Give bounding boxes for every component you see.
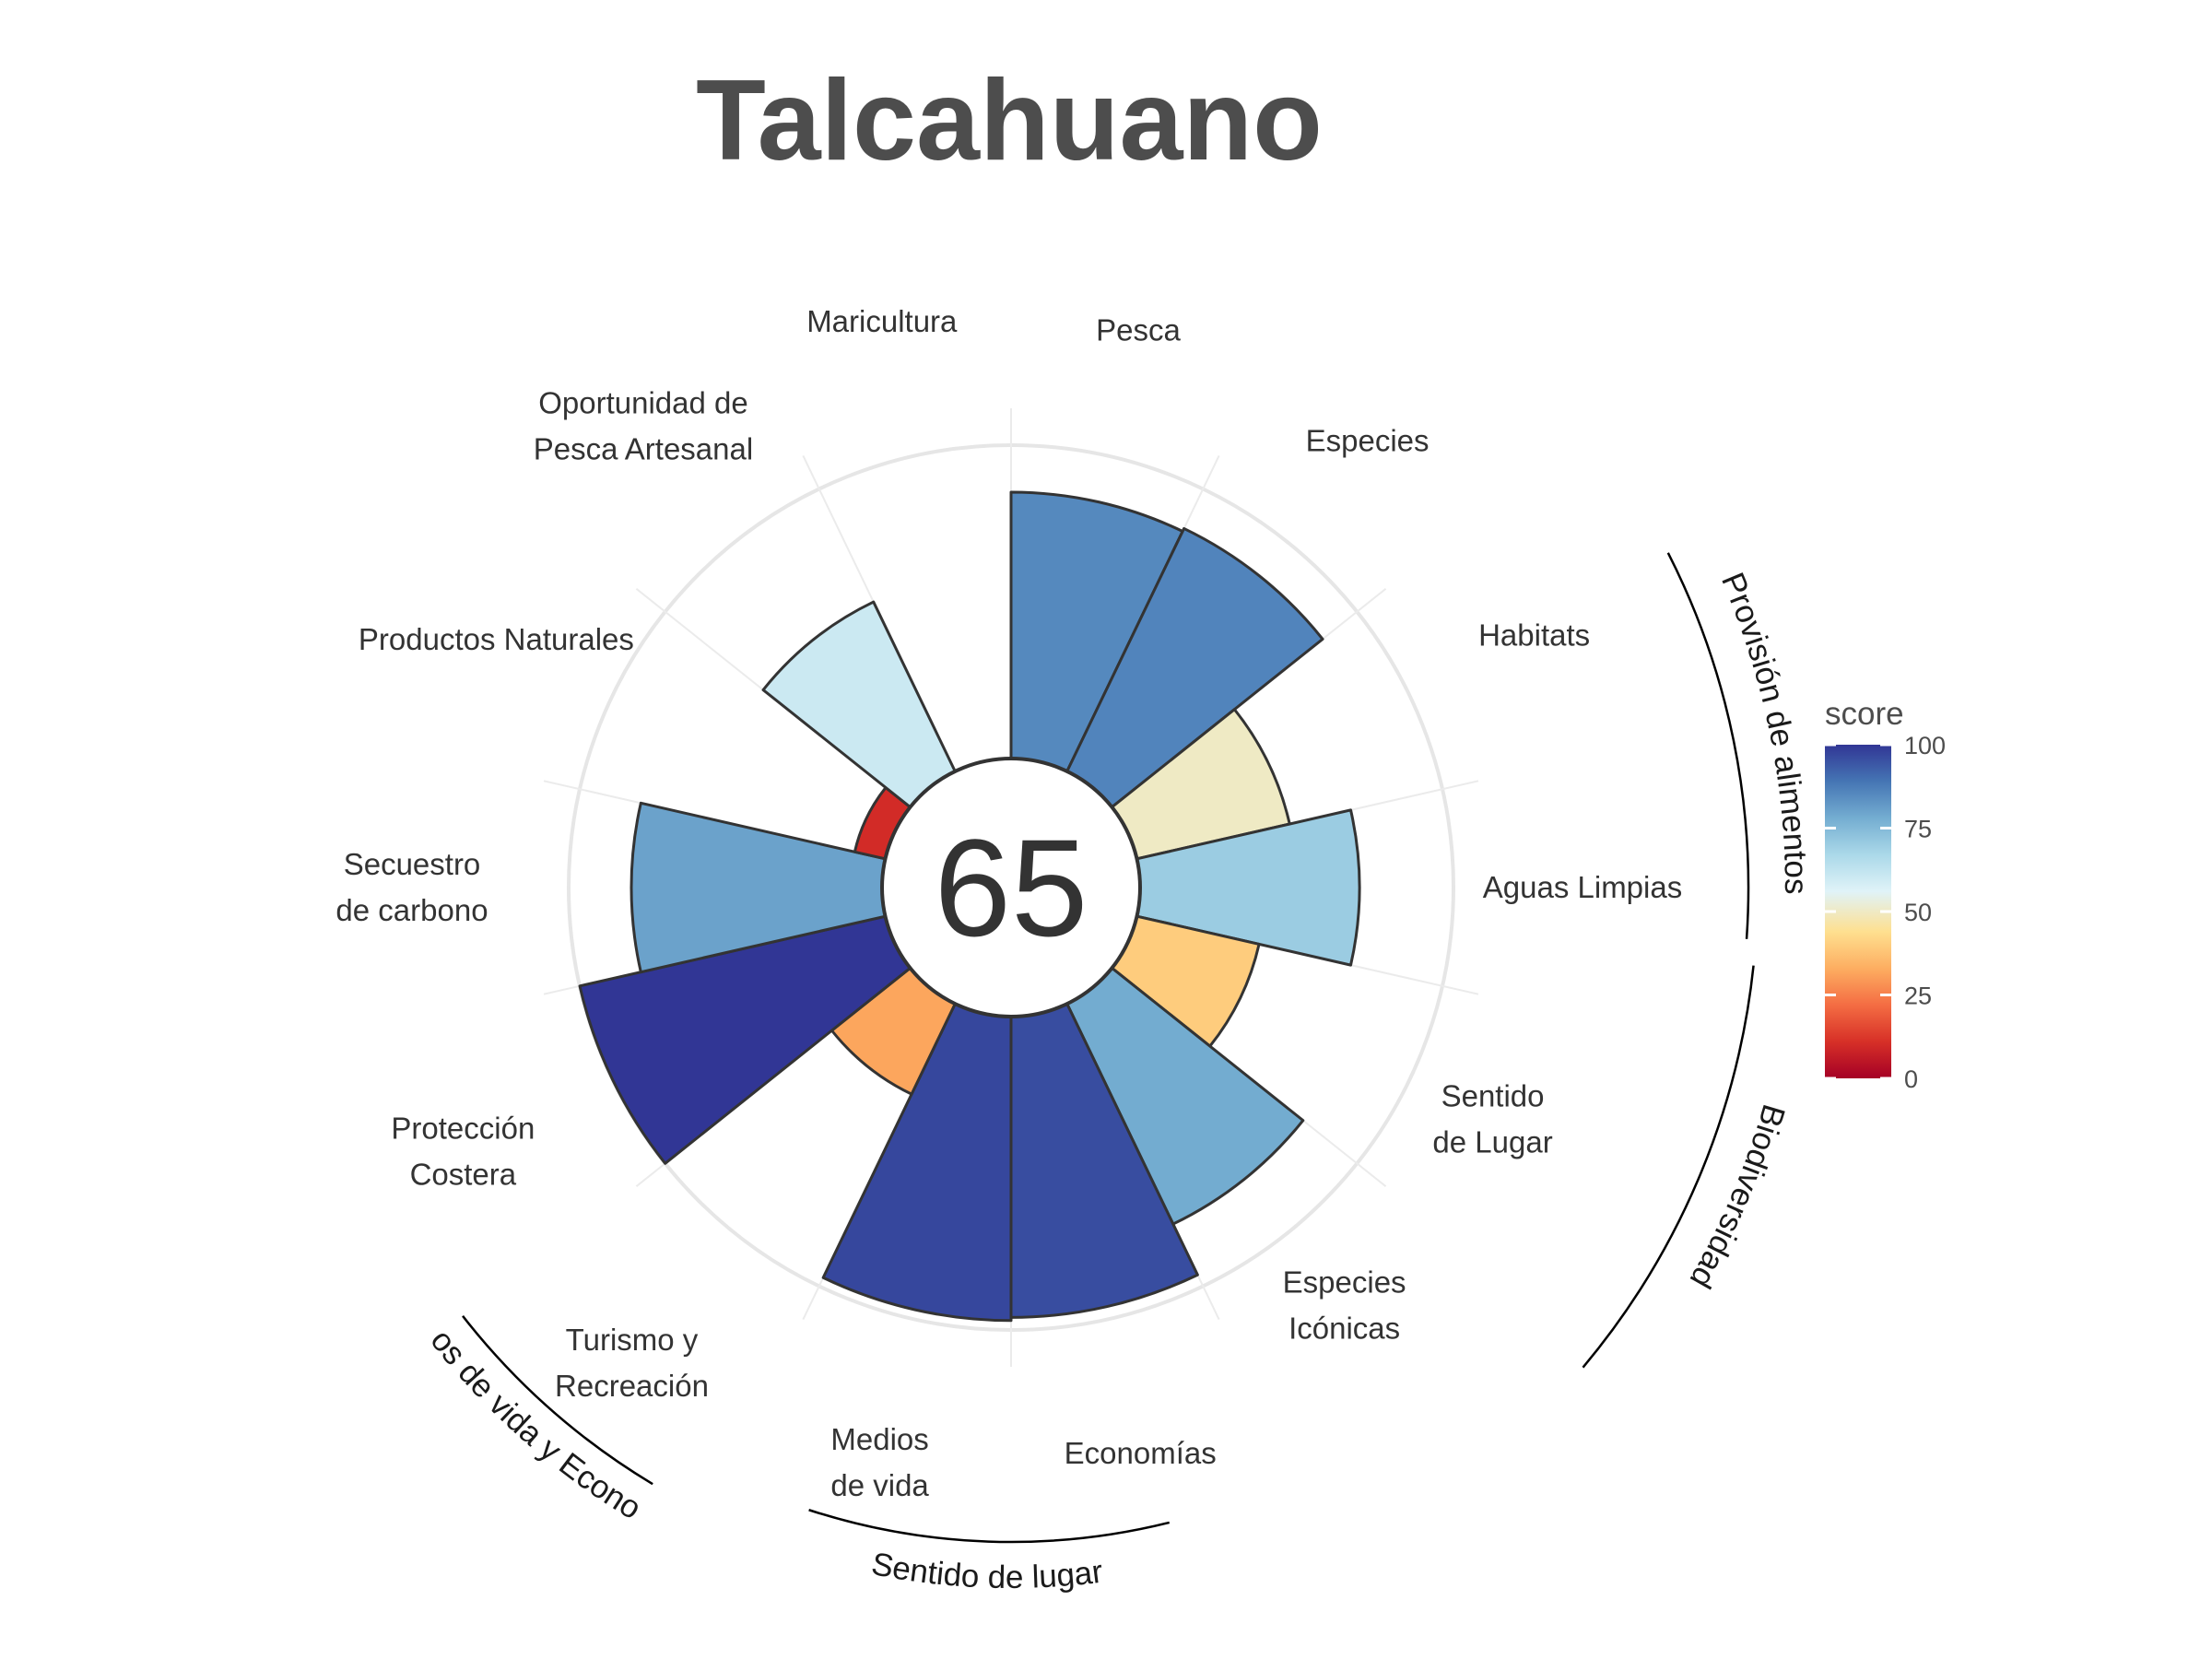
group-label-2: Biodiversidad <box>1683 1100 1793 1295</box>
category-label-12: Productos Naturales <box>359 622 634 656</box>
legend-tick-label: 0 <box>1904 1065 1918 1093</box>
category-label-6: Especies Icónicas <box>1283 1265 1406 1345</box>
legend: score 0 25 50 75 100 <box>1825 696 1946 1093</box>
legend-title: score <box>1825 696 1904 732</box>
bar-13 <box>761 600 957 809</box>
group-arc-3 <box>808 1509 1171 1544</box>
category-label-2: Especies <box>1306 423 1430 457</box>
category-label-5: Sentido de Lugar <box>1432 1079 1552 1159</box>
category-label-7: Economías <box>1065 1436 1217 1470</box>
group-arc-2 <box>1582 965 1755 1369</box>
group-arc-4 <box>462 1315 653 1486</box>
legend-tick-label: 100 <box>1904 732 1946 759</box>
category-label-13: Oportunidad de Pesca Artesanal <box>534 386 753 466</box>
legend-tick-label: 50 <box>1904 899 1932 926</box>
legend-tick-label: 25 <box>1904 982 1932 1010</box>
category-label-1: Pesca <box>1096 313 1181 347</box>
category-label-9: Turismo y Recreación <box>555 1323 709 1403</box>
legend-tick-label: 75 <box>1904 816 1932 843</box>
category-label-3: Habitats <box>1478 618 1590 653</box>
group-label-4: Medios de vida y Economías <box>0 0 647 1526</box>
group-label-3: Sentido de lugar <box>868 1546 1105 1595</box>
category-label-14: Maricultura <box>806 304 958 338</box>
group-arc-1 <box>1666 552 1750 939</box>
category-label-8: Medios de vida <box>830 1422 929 1502</box>
center-circle <box>880 757 1142 1018</box>
legend-ticks: 0 25 50 75 100 <box>1825 732 1946 1093</box>
chart-title: Talcahuano <box>696 57 1323 184</box>
category-label-11: Secuestro de carbono <box>335 847 488 927</box>
group-label-1: Provisión de alimentos <box>1714 568 1814 895</box>
category-label-4: Aguas Limpias <box>1483 870 1682 904</box>
center-score: 65 <box>935 810 1088 965</box>
category-label-10: Protección Costera <box>391 1111 535 1191</box>
polar-plot: 65 Pesca Especies Habitats Aguas Limpias Sent… <box>0 0 1814 1595</box>
